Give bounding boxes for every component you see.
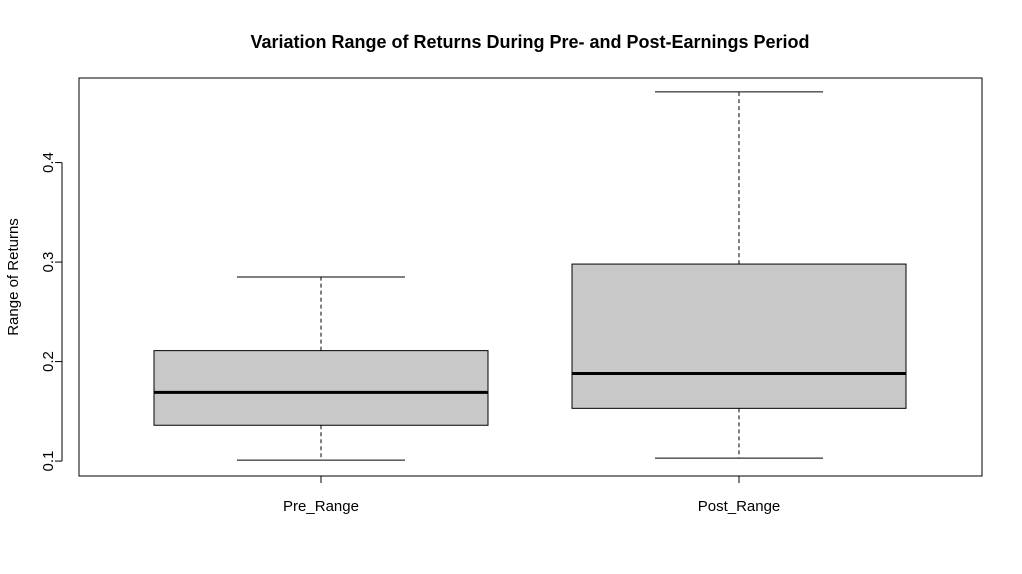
y-tick-label-1: 0.2 bbox=[40, 351, 57, 372]
plot-frame bbox=[78, 77, 983, 477]
box-Pre_Range bbox=[153, 350, 489, 426]
y-tick-label-2: 0.3 bbox=[40, 252, 57, 273]
x-tick-label-1: Post_Range bbox=[698, 498, 781, 515]
y-tick-label-3: 0.4 bbox=[40, 152, 57, 173]
y-tick-label-0: 0.1 bbox=[40, 451, 57, 472]
x-tick-label-0: Pre_Range bbox=[283, 498, 359, 515]
chart-title: Variation Range of Returns During Pre- a… bbox=[250, 32, 809, 52]
chart-marks: 0.1 0.2 0.3 0.4 Pre_Range Post_Range bbox=[40, 91, 907, 515]
y-axis-label: Range of Returns bbox=[5, 218, 22, 336]
box-Post_Range bbox=[571, 263, 907, 409]
